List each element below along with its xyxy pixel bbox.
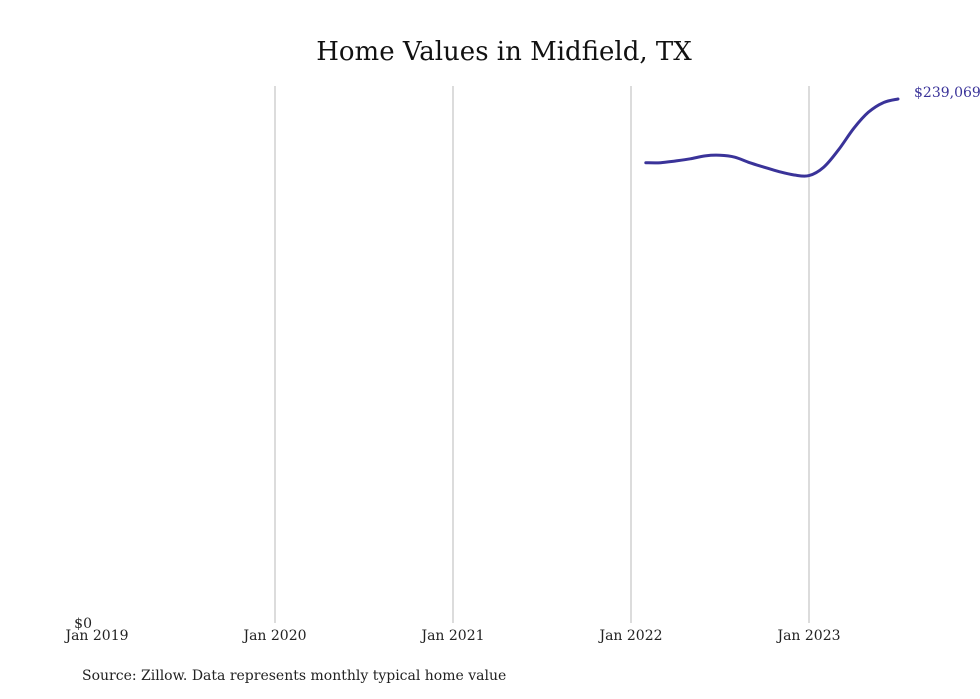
x-axis: Jan 2019 Jan 2020 Jan 2021 Jan 2022 Jan 2023 [63, 628, 840, 644]
x-tick-label: Jan 2019 [63, 628, 128, 644]
y-axis: $0 [74, 616, 92, 632]
end-value-label: $239,069 [914, 85, 980, 101]
x-tick-label: Jan 2021 [419, 628, 484, 644]
x-tick-label: Jan 2023 [775, 628, 840, 644]
series-group: $239,069 [644, 85, 980, 178]
source-note: Source: Zillow. Data represents monthly … [82, 668, 507, 684]
chart-title: Home Values in Midfield, TX [316, 37, 692, 67]
y-tick-label: $0 [74, 616, 92, 632]
x-tick-label: Jan 2020 [241, 628, 306, 644]
gridlines [274, 86, 810, 623]
series-line [644, 97, 900, 178]
x-tick-label: Jan 2022 [597, 628, 662, 644]
